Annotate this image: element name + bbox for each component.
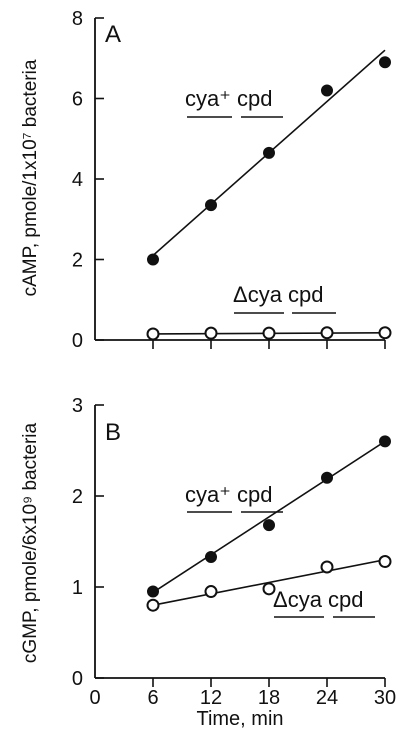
- panel-b-series-1-point: [378, 555, 392, 569]
- panel-a-points: [146, 56, 392, 341]
- panel-a-legend-cya-plus: cya⁺ cpd: [185, 86, 272, 111]
- panel-b-x-tick-label: 12: [200, 687, 222, 709]
- panel-a-series-0-point: [205, 199, 217, 212]
- panel-b-series-0-point: [263, 519, 275, 532]
- panel-b-label: B: [105, 419, 121, 446]
- panel-b-series-1-point: [262, 582, 276, 596]
- panel-a-series-0-point: [147, 253, 159, 266]
- panel-a-y-tick-label: 2: [72, 250, 83, 272]
- panel-b-series-1-point: [146, 598, 160, 612]
- panel-b-legend-delta-cya: Δcya cpd: [273, 587, 364, 612]
- panel-b-series-0-point: [147, 585, 159, 598]
- panel-a-series-0-point: [379, 56, 391, 69]
- panel-a-series-1-point: [262, 326, 276, 340]
- panel-a-y-tick-label: 4: [72, 169, 83, 191]
- panel-b-series-0-point: [321, 471, 333, 484]
- panel-b-legend: cya⁺ cpd Δcya cpd: [185, 482, 375, 618]
- panel-b-x-tick-label: 6: [147, 687, 158, 709]
- panel-b-legend-cya-plus: cya⁺ cpd: [185, 482, 272, 507]
- panel-b-series-1-point: [320, 560, 334, 574]
- panel-a-series-1-point: [204, 326, 218, 340]
- panel-b-series-0-point: [205, 550, 217, 563]
- panel-b-series-1-point: [204, 585, 218, 599]
- panel-b-y-tick-label: 0: [72, 668, 83, 690]
- panel-b-points: [146, 435, 392, 612]
- panel-a-label: A: [105, 21, 121, 48]
- panel-b-y-tick-label: 1: [72, 577, 83, 599]
- panel-a-ticks: 0 2 4 6 8: [72, 8, 386, 352]
- panel-b: B cGMP, pmole/6x10⁹ bacteria Time, min 0…: [20, 395, 396, 730]
- panel-b-x-tick-label: 18: [258, 687, 280, 709]
- panel-a-legend: cya⁺ cpd Δcya cpd: [185, 86, 336, 314]
- panel-b-series-0-point: [379, 435, 391, 448]
- panel-b-x-tick-label: 30: [374, 687, 396, 709]
- panel-a-legend-delta-cya: Δcya cpd: [233, 282, 324, 307]
- panel-a-series-1-point: [146, 327, 160, 341]
- panel-a-series-0-point: [321, 84, 333, 97]
- panel-a-series-1-point: [378, 326, 392, 340]
- panel-a-y-tick-label: 0: [72, 330, 83, 352]
- panel-a-y-axis-label: cAMP, pmole/1x10⁷ bacteria: [20, 59, 41, 296]
- panel-b-x-tick-label: 0: [89, 687, 100, 709]
- panel-a-y-tick-label: 6: [72, 89, 83, 111]
- panel-a: A cAMP, pmole/1x10⁷ bacteria 0 2 4 6 8 cya⁺ …: [20, 8, 392, 352]
- panel-a-y-tick-label: 8: [72, 8, 83, 30]
- panel-b-series-0-fit-line: [152, 440, 386, 594]
- panel-a-series-1-point: [320, 326, 334, 340]
- panel-a-series-0-point: [263, 146, 275, 159]
- panel-b-y-axis-label: cGMP, pmole/6x10⁹ bacteria: [20, 423, 41, 664]
- panel-b-y-tick-label: 2: [72, 486, 83, 508]
- panel-b-x-axis-label: Time, min: [196, 708, 283, 730]
- panel-b-x-tick-label: 24: [316, 687, 338, 709]
- panel-b-y-tick-label: 3: [72, 395, 83, 417]
